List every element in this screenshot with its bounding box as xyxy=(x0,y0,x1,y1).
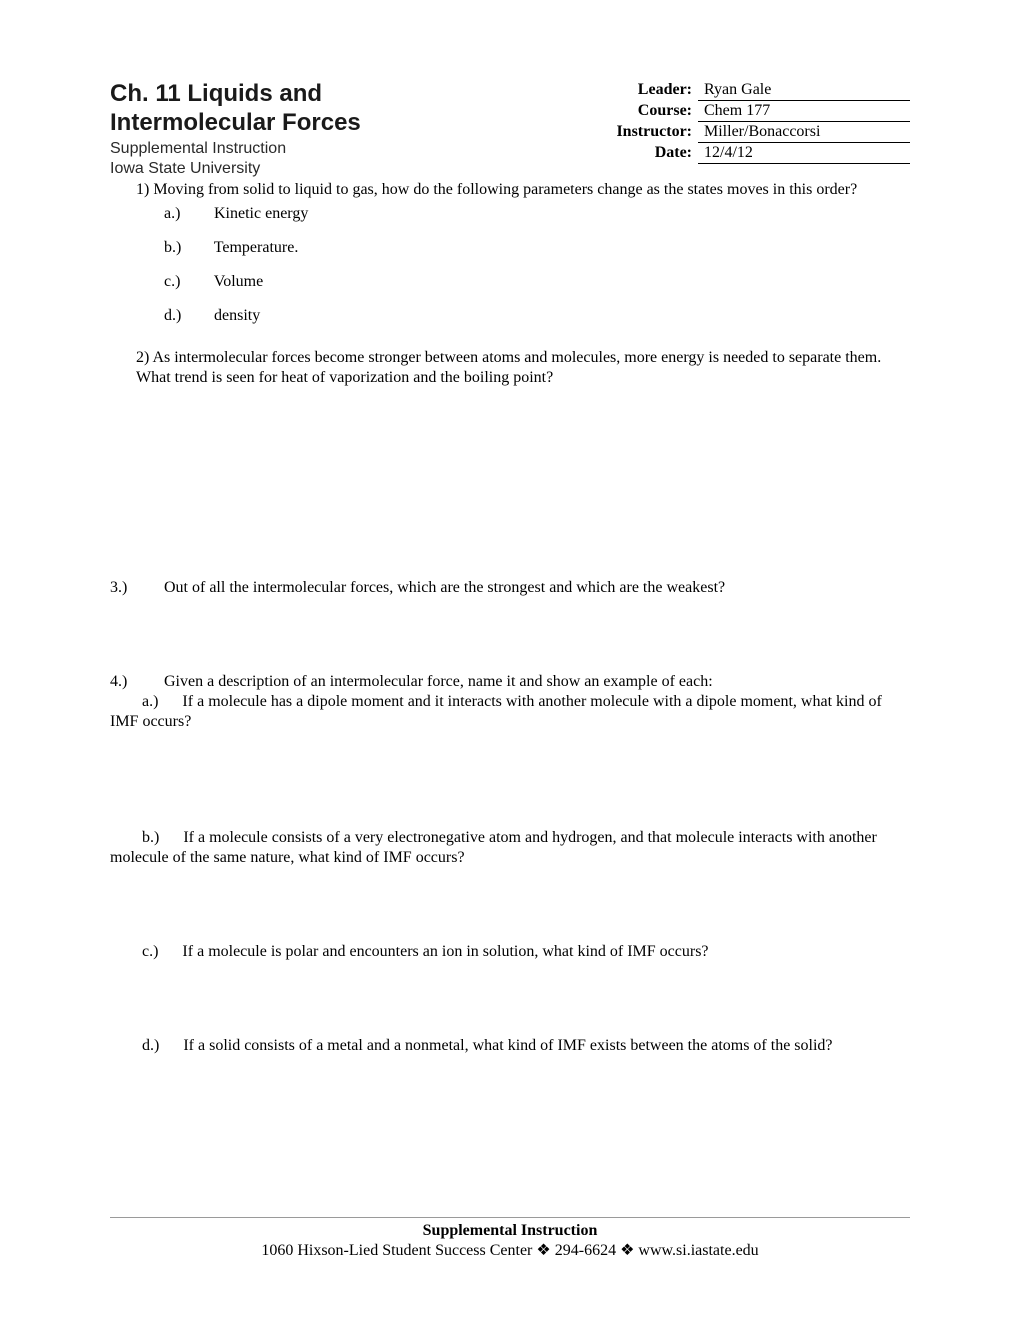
q4-number: 4.) xyxy=(110,672,164,692)
worksheet-title-line2: Intermolecular Forces xyxy=(110,109,615,138)
question-4: 4.) Given a description of an intermolec… xyxy=(110,672,910,1056)
subtitle-line1: Supplemental Instruction xyxy=(110,140,615,158)
q3-text: Out of all the intermolecular forces, wh… xyxy=(164,578,910,598)
q1-opt-d: d.) density xyxy=(164,306,910,326)
q1-a-label: a.) xyxy=(164,204,210,224)
info-row-instructor: Instructor: Miller/Bonaccorsi xyxy=(615,122,910,143)
q1-lead: 1) Moving from solid to liquid to gas, h… xyxy=(110,180,910,200)
q1-opt-a: a.) Kinetic energy xyxy=(164,204,910,224)
q4-part-b: b.) If a molecule consists of a very ele… xyxy=(110,828,910,868)
date-label: Date: xyxy=(615,143,698,164)
q1-d-text: density xyxy=(214,307,260,324)
instructor-value: Miller/Bonaccorsi xyxy=(698,122,910,143)
worksheet-page: Ch. 11 Liquids and Intermolecular Forces… xyxy=(0,0,1020,1320)
leader-label: Leader: xyxy=(615,80,698,101)
footer-phone: 294-6624 xyxy=(555,1242,616,1259)
q4-part-a: a.) If a molecule has a dipole moment an… xyxy=(110,692,910,732)
title-block: Ch. 11 Liquids and Intermolecular Forces… xyxy=(110,80,615,178)
question-1: 1) Moving from solid to liquid to gas, h… xyxy=(110,180,910,326)
q4-lead: Given a description of an intermolecular… xyxy=(164,672,910,692)
page-footer: Supplemental Instruction 1060 Hixson-Lie… xyxy=(110,1217,910,1260)
footer-sep-1: ❖ xyxy=(536,1242,550,1259)
q1-opt-c: c.) Volume xyxy=(164,272,910,292)
footer-info: 1060 Hixson-Lied Student Success Center … xyxy=(110,1240,910,1260)
q1-b-label: b.) xyxy=(164,238,210,258)
course-label: Course: xyxy=(615,101,698,122)
q4-part-c: c.) If a molecule is polar and encounter… xyxy=(110,942,910,962)
footer-url: www.si.iastate.edu xyxy=(638,1242,758,1259)
footer-address: 1060 Hixson-Lied Student Success Center xyxy=(261,1242,532,1259)
header-block: Ch. 11 Liquids and Intermolecular Forces… xyxy=(110,80,910,178)
info-row-leader: Leader: Ryan Gale xyxy=(615,80,910,101)
info-row-course: Course: Chem 177 xyxy=(615,101,910,122)
instructor-label: Instructor: xyxy=(615,122,698,143)
date-value: 12/4/12 xyxy=(698,143,910,164)
content-body: 1) Moving from solid to liquid to gas, h… xyxy=(110,180,910,1056)
footer-divider xyxy=(110,1217,910,1218)
worksheet-title-line1: Ch. 11 Liquids and xyxy=(110,80,615,109)
q1-c-text: Volume xyxy=(214,273,263,290)
q3-number: 3.) xyxy=(110,578,164,598)
q4-lead-row: 4.) Given a description of an intermolec… xyxy=(110,672,910,692)
q1-b-text: Temperature. xyxy=(214,239,299,256)
info-table: Leader: Ryan Gale Course: Chem 177 Instr… xyxy=(615,80,910,164)
course-value: Chem 177 xyxy=(698,101,910,122)
q1-options: a.) Kinetic energy b.) Temperature. c.) … xyxy=(110,204,910,326)
info-row-date: Date: 12/4/12 xyxy=(615,143,910,164)
subtitle-line2: Iowa State University xyxy=(110,160,615,178)
q1-d-label: d.) xyxy=(164,306,210,326)
question-2: 2) As intermolecular forces become stron… xyxy=(110,348,910,388)
q1-opt-b: b.) Temperature. xyxy=(164,238,910,258)
q1-c-label: c.) xyxy=(164,272,210,292)
footer-sep-2: ❖ xyxy=(620,1242,634,1259)
q1-a-text: Kinetic energy xyxy=(214,205,308,222)
footer-title: Supplemental Instruction xyxy=(110,1222,910,1240)
question-3: 3.) Out of all the intermolecular forces… xyxy=(110,578,910,598)
leader-value: Ryan Gale xyxy=(698,80,910,101)
q4-part-d: d.) If a solid consists of a metal and a… xyxy=(110,1036,910,1056)
